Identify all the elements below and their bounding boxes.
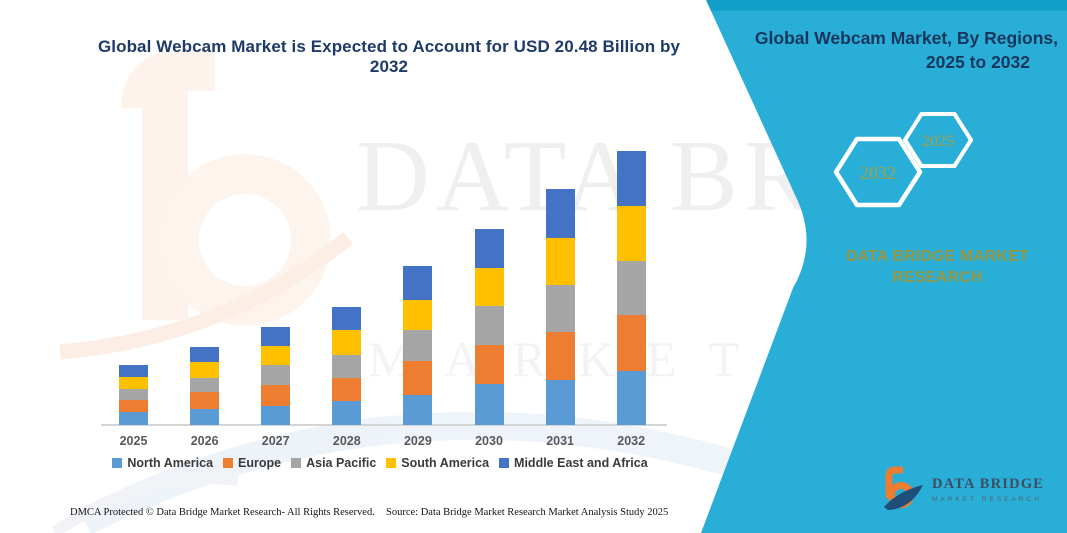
stacked-bar-2025 (119, 365, 148, 425)
bar-segment-middle-east-and-africa (474, 229, 504, 268)
bar-segment-north-america (616, 371, 646, 425)
bar-segment-south-america (474, 268, 504, 306)
x-axis-label-2029: 2029 (403, 434, 432, 448)
bar-segment-europe (261, 385, 291, 406)
bar-segment-middle-east-and-africa (545, 189, 575, 238)
bar-segment-asia-pacific (474, 306, 504, 345)
legend-label: Asia Pacific (306, 456, 377, 470)
legend-marker-icon (291, 458, 302, 468)
stacked-bar-2030 (474, 229, 504, 425)
legend-item-asia-pacific: Asia Pacific (291, 456, 376, 470)
x-axis-label-2030: 2030 (475, 434, 503, 448)
bar-segment-asia-pacific (545, 285, 575, 332)
bar-segment-middle-east-and-africa (261, 327, 291, 346)
bar-segment-asia-pacific (616, 261, 646, 315)
bar-segment-north-america (261, 406, 291, 425)
hexagon-2032-label: 2032 (860, 163, 896, 183)
bar-segment-south-america (119, 377, 148, 389)
sidebar-heading-line1: Global Webcam Market, By Regions, (754, 28, 1058, 48)
legend-item-middle-east-and-africa: Middle East and Africa (499, 456, 648, 470)
bar-segment-south-america (403, 300, 433, 330)
bar-segment-europe (332, 378, 362, 401)
company-logo-name: DATA BRIDGE (932, 475, 1045, 492)
bar-segment-middle-east-and-africa (119, 365, 148, 377)
legend-marker-icon (499, 458, 510, 468)
bar-segment-europe (119, 400, 148, 412)
bar-segment-asia-pacific (332, 355, 362, 378)
watermark-gray-swoosh (51, 472, 239, 533)
x-axis-line (101, 424, 667, 426)
sidebar-brand: DATA BRIDGE MARKET RESEARCH (845, 246, 1030, 288)
bar-segment-south-america (616, 206, 646, 261)
chart-legend: North America Europe Asia Pacific South Ame… (75, 456, 685, 470)
stacked-bar-2026 (190, 347, 220, 425)
legend-marker-icon (223, 458, 234, 468)
legend-label: Middle East and Africa (514, 456, 648, 470)
x-axis-label-2028: 2028 (332, 434, 361, 448)
chart-title: Global Webcam Market is Expected to Acco… (97, 37, 681, 76)
sidebar-heading-line2: 2025 to 2032 (925, 52, 1030, 72)
bar-segment-middle-east-and-africa (616, 151, 646, 206)
bar-segment-middle-east-and-africa (190, 347, 220, 362)
hexagon-2032: 2032 (833, 136, 923, 208)
legend-label: Europe (238, 456, 282, 470)
bar-segment-asia-pacific (119, 389, 148, 400)
footer-dmca-text: DMCA Protected © Data Bridge Market Rese… (70, 507, 375, 518)
bar-segment-north-america (545, 380, 575, 425)
sidebar-heading: Global Webcam Market, By Regions, 2025 t… (755, 26, 1058, 74)
watermark-orange-swoosh (59, 232, 353, 360)
bar-segment-north-america (119, 412, 148, 425)
bar-segment-south-america (261, 346, 291, 365)
legend-item-north-america: North America (112, 456, 213, 470)
watermark-b-hook (121, 49, 215, 110)
company-logo-texts: DATA BRIDGE MARKET RESEARCH (932, 476, 1044, 503)
bar-segment-europe (474, 345, 504, 384)
bar-segment-asia-pacific (403, 330, 433, 361)
legend-label: South America (401, 456, 490, 470)
bar-segment-north-america (332, 401, 362, 425)
bar-segment-north-america (190, 409, 220, 425)
legend-item-europe: Europe (223, 456, 281, 470)
bar-segment-north-america (403, 395, 433, 425)
legend-marker-icon (386, 458, 397, 468)
footer-source-text: Source: Data Bridge Market Research Mark… (386, 507, 669, 518)
bar-segment-europe (190, 392, 220, 409)
bar-segment-asia-pacific (261, 365, 291, 385)
bar-segment-south-america (332, 330, 362, 355)
legend-item-south-america: South America (386, 456, 489, 470)
sidebar-brand-line2: RESEARCH (892, 269, 983, 286)
stacked-bar-2031 (545, 189, 575, 425)
x-axis-label-2031: 2031 (546, 434, 574, 448)
bar-segment-middle-east-and-africa (403, 266, 433, 300)
stacked-bar-2027 (261, 327, 291, 425)
hexagon-2025-label: 2025 (922, 133, 954, 150)
bar-segment-asia-pacific (190, 378, 220, 392)
x-axis-label-2032: 2032 (617, 434, 646, 448)
legend-label: North America (127, 456, 214, 470)
company-logo-tagline: MARKET RESEARCH (932, 495, 1042, 503)
x-axis-label-2025: 2025 (119, 434, 148, 448)
stacked-bar-2028 (332, 307, 362, 425)
stacked-bar-2029 (403, 266, 433, 425)
bar-segment-north-america (474, 384, 504, 425)
bar-segment-europe (545, 332, 575, 380)
bar-segment-europe (403, 361, 433, 395)
bar-segment-europe (616, 315, 646, 371)
bar-segment-south-america (545, 238, 575, 285)
stacked-bar-2032 (616, 151, 646, 425)
sidebar-brand-line1: DATA BRIDGE MARKET (846, 248, 1029, 265)
x-axis-label-2026: 2026 (190, 434, 219, 448)
x-axis-label-2027: 2027 (261, 434, 290, 448)
bar-segment-middle-east-and-africa (332, 307, 362, 330)
legend-marker-icon (112, 458, 123, 468)
company-logo: DATA BRIDGE MARKET RESEARCH (882, 466, 1044, 512)
bar-segment-south-america (190, 362, 220, 378)
company-logo-icon (884, 466, 923, 510)
